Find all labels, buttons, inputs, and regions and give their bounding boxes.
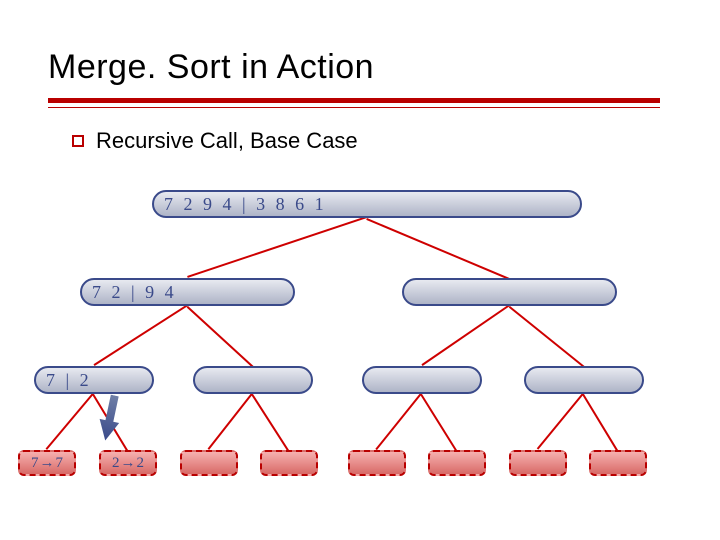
slide-title: Merge. Sort in Action — [48, 48, 374, 87]
tree-node — [402, 278, 617, 306]
tree-node: 7 | 2 — [34, 366, 154, 394]
tree-edge — [93, 304, 188, 366]
bullet-row: Recursive Call, Base Case — [72, 128, 358, 154]
tree-edge — [207, 393, 253, 450]
tree-edge — [186, 306, 253, 367]
bullet-text: Recursive Call, Base Case — [96, 128, 358, 154]
leaf-node — [260, 450, 318, 476]
leaf-node — [348, 450, 406, 476]
tree-edge — [251, 394, 289, 451]
tree-edge — [420, 394, 457, 451]
leaf-node — [180, 450, 238, 476]
tree-edge — [421, 304, 510, 366]
tree-edge — [375, 393, 422, 450]
tree-edge — [582, 394, 618, 451]
leaf-node — [589, 450, 647, 476]
slide-root: Merge. Sort in Action Recursive Call, Ba… — [0, 0, 720, 540]
bullet-marker — [72, 135, 84, 147]
leaf-node — [509, 450, 567, 476]
tree-edge — [536, 393, 584, 450]
tree-edge — [366, 218, 509, 280]
leaf-node: 7→7 — [18, 450, 76, 476]
tree-node: 7 2 9 4 | 3 8 6 1 — [152, 190, 582, 218]
tree-node — [524, 366, 644, 394]
leaf-node — [428, 450, 486, 476]
tree-node: 7 2 | 9 4 — [80, 278, 295, 306]
tree-node — [193, 366, 313, 394]
recursion-arrow-icon — [95, 393, 124, 442]
tree-node — [362, 366, 482, 394]
tree-edge — [187, 216, 367, 278]
tree-edge — [508, 306, 584, 368]
leaf-node: 2→2 — [99, 450, 157, 476]
title-underline — [48, 98, 660, 104]
tree-edge — [45, 393, 94, 450]
